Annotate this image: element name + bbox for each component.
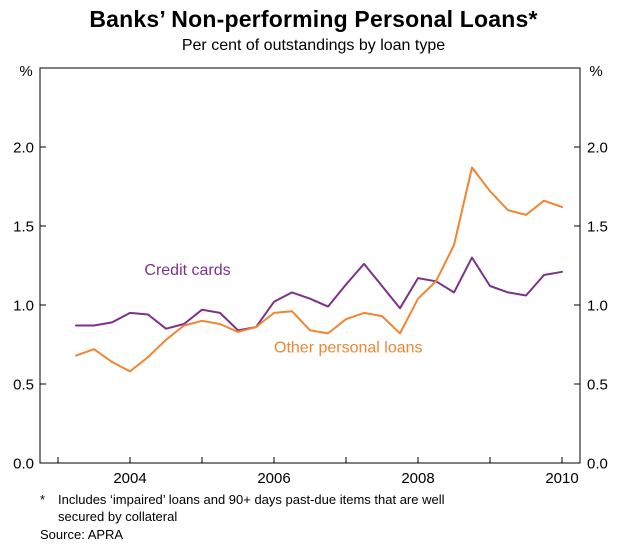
x-tick-label: 2006 — [257, 470, 290, 487]
page-subtitle: Per cent of outstandings by loan type — [181, 37, 446, 54]
line-chart: 0.0 0.0 0.5 0.5 1.0 1.0 1.5 1.5 2.0 2.0 2004 2006 20… — [13, 63, 608, 487]
series-line-other-personal-loans — [75, 166, 563, 373]
source-note: Source: APRA — [40, 526, 124, 542]
footnote-text: Includes ‘impaired’ loans and 90+ days p… — [58, 492, 444, 526]
page-title: Banks’ Non-performing Personal Loans* — [89, 6, 538, 32]
footnote-marker: * — [40, 492, 46, 507]
footnote: * Includes ‘impaired’ loans and 90+ days… — [40, 492, 590, 544]
y-tick-label-left: 0.5 — [13, 376, 34, 393]
footnote-line2: secured by collateral — [58, 508, 178, 524]
y-tick-label-left: 1.0 — [13, 297, 34, 314]
unit-label-right: % — [589, 63, 602, 80]
y-tick-label-right: 2.0 — [587, 139, 608, 156]
y-tick-label-left: 2.0 — [13, 139, 34, 156]
series-line-credit-cards — [75, 256, 563, 332]
unit-label-left: % — [19, 63, 32, 80]
x-tick-label: 2010 — [545, 470, 578, 487]
x-tick-label: 2004 — [113, 470, 146, 487]
footnote-line1: Includes ‘impaired’ loans and 90+ days p… — [58, 492, 445, 507]
plot-frame — [39, 67, 581, 464]
y-tick-label-left: 0.0 — [13, 455, 34, 472]
y-tick-label-left: 1.5 — [13, 218, 34, 235]
y-tick-label-right: 0.5 — [587, 376, 608, 393]
y-tick-label-right: 1.0 — [587, 297, 608, 314]
series-label-credit-cards: Credit cards — [144, 262, 230, 279]
y-tick-label-right: 0.0 — [587, 455, 608, 472]
x-tick-label: 2008 — [401, 470, 434, 487]
series-label-other-personal-loans: Other personal loans — [274, 339, 423, 356]
y-tick-label-right: 1.5 — [587, 218, 608, 235]
